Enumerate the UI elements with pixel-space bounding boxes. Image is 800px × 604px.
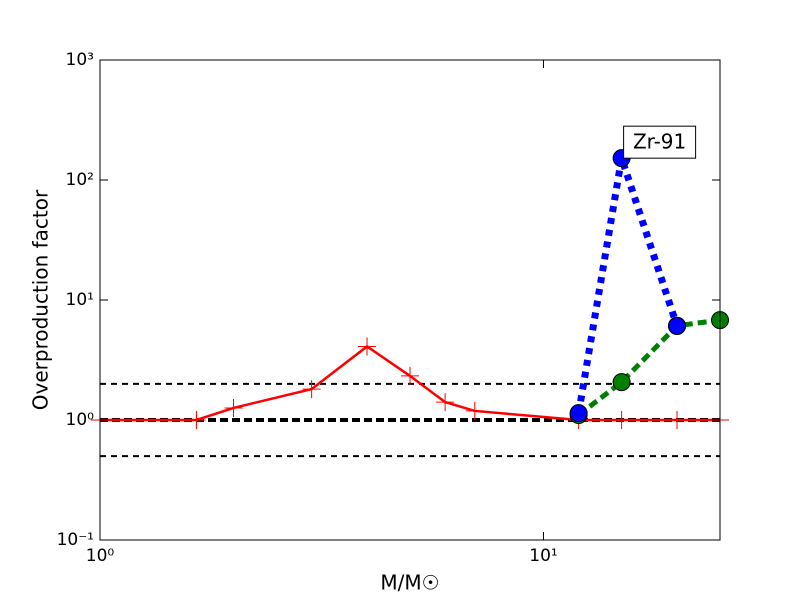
y-tick-label: 10² (66, 170, 94, 190)
point (668, 317, 687, 336)
y-tick-label: 10³ (66, 50, 94, 70)
y-axis-label: Overproduction factor (29, 189, 53, 410)
point (224, 398, 243, 417)
point (436, 393, 455, 412)
x-tick-label: 10¹ (529, 546, 557, 566)
x-axis-label: M/M☉ (380, 571, 439, 595)
point (187, 411, 206, 429)
point (358, 337, 377, 356)
y-tick-label: 10⁰ (66, 410, 95, 430)
point (465, 401, 484, 420)
point (612, 373, 631, 392)
point (569, 404, 588, 423)
point (401, 366, 419, 385)
series-line (575, 157, 681, 414)
series-line (577, 317, 721, 418)
point (668, 411, 687, 429)
annotation: Zr-91 (633, 130, 686, 154)
y-tick-label: 10¹ (66, 290, 94, 310)
point (612, 411, 631, 429)
point (302, 380, 321, 399)
series-line (100, 344, 720, 422)
x-tick-label: 10⁰ (86, 546, 115, 566)
annotation-box (623, 125, 697, 159)
y-tick-label: 10⁻¹ (57, 530, 94, 550)
